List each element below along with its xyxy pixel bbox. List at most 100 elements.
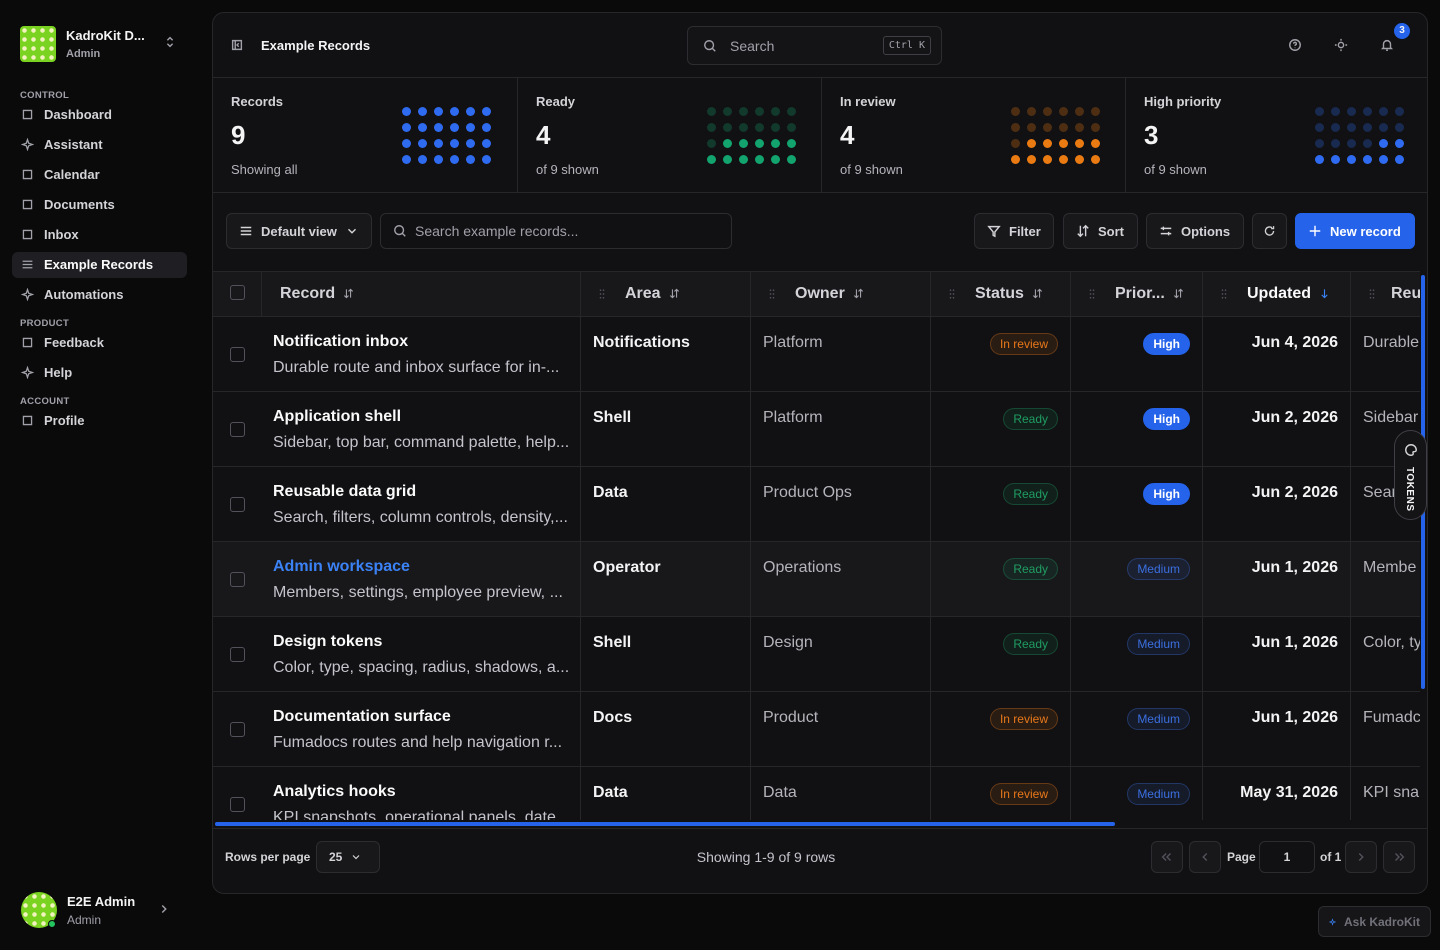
row-checkbox[interactable] [230, 647, 245, 662]
row-checkbox[interactable] [230, 797, 245, 812]
filter-button[interactable]: Filter [974, 213, 1054, 249]
stat-label: In review [840, 94, 896, 109]
record-title[interactable]: Application shell [273, 408, 402, 425]
table-row[interactable]: Documentation surface Fumadocs routes and… [213, 692, 1420, 767]
area: Operator [593, 559, 661, 576]
table-row[interactable]: Design tokens Color, type, spacing, radiu… [213, 617, 1420, 692]
column-header[interactable]: Reu [1350, 272, 1420, 317]
stat-dot [402, 139, 411, 148]
column-header[interactable]: Prior... [1070, 272, 1202, 317]
column-header[interactable]: Updated [1202, 272, 1350, 317]
notifications-button[interactable] [1380, 38, 1394, 57]
stat-dot [1091, 107, 1100, 116]
rows-per-page-select[interactable]: 25 [316, 841, 380, 873]
stat-dot [1011, 139, 1020, 148]
stat-dot [1315, 123, 1324, 132]
workspace-switcher[interactable] [163, 35, 177, 54]
cell-border [580, 692, 581, 767]
record-title[interactable]: Admin workspace [273, 558, 410, 575]
table-row[interactable]: Reusable data grid Search, filters, colum… [213, 467, 1420, 542]
row-checkbox[interactable] [230, 347, 245, 362]
stat-dot [1315, 139, 1324, 148]
table-search[interactable]: Search example records... [380, 213, 732, 249]
stat-dot [1363, 123, 1372, 132]
nav-item[interactable]: Feedback [12, 330, 187, 356]
nav-item[interactable]: Inbox [12, 222, 187, 248]
cell-border [1350, 692, 1351, 767]
new-record-button[interactable]: New record [1295, 213, 1415, 249]
theme-toggle[interactable] [1334, 38, 1348, 57]
record-title[interactable]: Design tokens [273, 633, 383, 650]
cell-border [750, 542, 751, 617]
nav-label: Example Records [44, 257, 154, 272]
stat-dot [723, 123, 732, 132]
nav-item[interactable]: Calendar [12, 162, 187, 188]
options-button[interactable]: Options [1146, 213, 1244, 249]
nav-item[interactable]: Example Records [12, 252, 187, 278]
column-header[interactable]: Status [930, 272, 1070, 317]
column-header[interactable]: Area [580, 272, 750, 317]
icon [231, 39, 243, 51]
page-of: of 1 [1320, 850, 1342, 864]
next-page-button[interactable] [1345, 841, 1377, 873]
row-checkbox[interactable] [230, 722, 245, 737]
stat-dot [1043, 123, 1052, 132]
nav-item[interactable]: Documents [12, 192, 187, 218]
record-title[interactable]: Reusable data grid [273, 483, 417, 500]
section-label: CONTROL [20, 90, 70, 101]
ask-assistant-button[interactable]: Ask KadroKit [1318, 906, 1431, 937]
divider [213, 77, 1427, 78]
stat-value: 4 [840, 120, 855, 150]
row-checkbox[interactable] [230, 572, 245, 587]
tokens-tab[interactable]: TOKENS [1394, 430, 1427, 520]
view-select[interactable]: Default view [226, 213, 372, 249]
nav-label: Automations [44, 287, 124, 302]
page-input[interactable]: 1 [1259, 841, 1315, 873]
cell-border [750, 317, 751, 392]
stat-dot [434, 139, 443, 148]
cell-border [580, 617, 581, 692]
icon [1161, 853, 1171, 861]
table-row[interactable]: Notification inbox Durable route and inbo… [213, 317, 1420, 392]
column-header[interactable]: Owner [750, 272, 930, 317]
record-title[interactable]: Notification inbox [273, 333, 409, 350]
last-page-button[interactable] [1383, 841, 1415, 873]
help-button[interactable] [1288, 38, 1302, 57]
stat-dot [1059, 139, 1068, 148]
stat-dot [707, 123, 716, 132]
icon [22, 199, 33, 210]
global-search[interactable]: Search Ctrl K [687, 26, 942, 65]
user-name: E2E Admin [67, 894, 136, 909]
user-menu[interactable] [157, 902, 171, 921]
first-page-button[interactable] [1151, 841, 1183, 873]
record-title[interactable]: Documentation surface [273, 708, 451, 725]
stat-dot [755, 155, 764, 164]
owner: Product Ops [763, 484, 852, 501]
column-header[interactable]: Record [261, 272, 580, 317]
table-row[interactable]: Analytics hooks KPI snapshots, operationa… [213, 767, 1420, 820]
row-checkbox[interactable] [230, 422, 245, 437]
previous-page-button[interactable] [1189, 841, 1221, 873]
table-header: Record Area Owner Status Prior... Updated Reu [213, 272, 1420, 317]
divider [213, 192, 517, 193]
refresh-button[interactable] [1252, 213, 1287, 249]
cell-border [1070, 617, 1071, 692]
nav-item[interactable]: Dashboard [12, 102, 187, 128]
record-description: Sidebar, top bar, command palette, help.… [273, 434, 570, 451]
nav-item[interactable]: Help [12, 360, 187, 386]
stat-dot [482, 107, 491, 116]
record-title[interactable]: Analytics hooks [273, 783, 396, 800]
row-checkbox[interactable] [230, 497, 245, 512]
icon [1321, 289, 1328, 299]
nav-item[interactable]: Automations [12, 282, 187, 308]
table-row[interactable]: Application shell Sidebar, top bar, comma… [213, 392, 1420, 467]
nav-item[interactable]: Assistant [12, 132, 187, 158]
stat-dot [466, 155, 475, 164]
sidebar-toggle[interactable] [230, 38, 244, 57]
nav-item[interactable]: Profile [12, 408, 187, 434]
select-all-checkbox[interactable] [230, 285, 245, 300]
sort-button[interactable]: Sort [1063, 213, 1138, 249]
table-row[interactable]: Admin workspace Members, settings, employ… [213, 542, 1420, 617]
